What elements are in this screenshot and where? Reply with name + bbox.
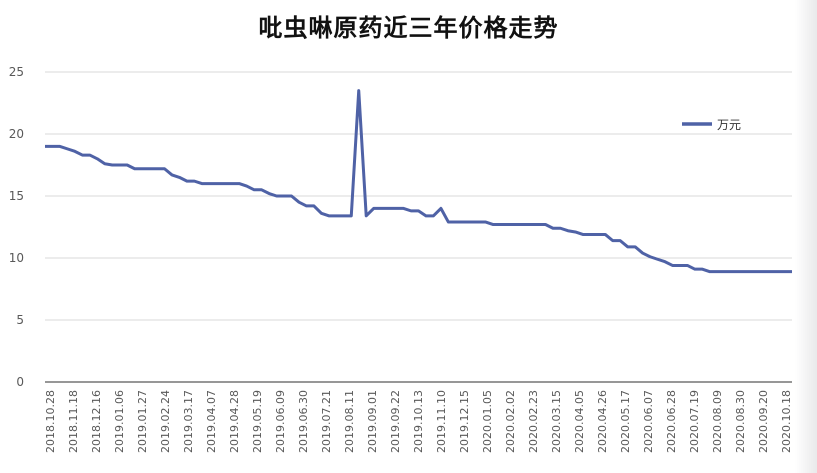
x-tick-label: 2020.01.05 <box>481 390 494 453</box>
x-tick-label: 2019.09.22 <box>389 390 402 453</box>
x-tick-label: 2020.03.15 <box>550 390 563 453</box>
x-tick-label: 2019.12.15 <box>458 390 471 453</box>
gridlines <box>45 71 792 383</box>
x-tick-label: 2019.09.01 <box>366 390 379 453</box>
series-layer <box>44 89 793 274</box>
y-axis-ticks: 0 5 10 15 20 25 <box>9 65 24 389</box>
legend-label: 万元 <box>717 118 741 132</box>
x-tick-label: 2019.04.07 <box>205 390 218 453</box>
x-tick-label: 2020.02.02 <box>504 390 517 453</box>
x-tick-label: 2019.05.19 <box>251 390 264 453</box>
y-tick-label: 10 <box>9 251 24 265</box>
x-tick-label: 2020.09.20 <box>757 390 770 453</box>
legend: 万元 <box>682 118 741 132</box>
x-tick-label: 2020.02.23 <box>527 390 540 453</box>
x-tick-label: 2019.01.27 <box>136 390 149 453</box>
x-tick-label: 2020.06.07 <box>642 390 655 453</box>
x-tick-label: 2020.04.26 <box>596 390 609 453</box>
x-tick-label: 2020.06.28 <box>665 390 678 453</box>
x-tick-label: 2019.02.24 <box>159 390 172 453</box>
x-tick-label: 2020.10.18 <box>780 390 793 453</box>
edge-shade <box>795 0 817 473</box>
x-tick-label: 2019.04.28 <box>228 390 241 453</box>
x-tick-label: 2019.03.17 <box>182 390 195 453</box>
x-tick-label: 2018.12.16 <box>90 390 103 453</box>
y-tick-label: 5 <box>16 313 24 327</box>
x-axis-ticks: 2018.10.28 2018.11.18 2018.12.16 2019.01.06… <box>44 390 793 453</box>
x-tick-label: 2018.11.18 <box>67 390 80 453</box>
x-tick-label: 2019.08.11 <box>343 390 356 453</box>
chart-title: 吡虫啉原药近三年价格走势 <box>258 13 559 42</box>
x-tick-label: 2020.04.05 <box>573 390 586 453</box>
x-tick-label: 2018.10.28 <box>44 390 57 453</box>
series-line <box>45 89 792 274</box>
x-tick-label: 2019.10.13 <box>412 390 425 453</box>
y-tick-label: 0 <box>16 375 24 389</box>
x-tick-label: 2020.08.09 <box>711 390 724 453</box>
x-tick-label: 2019.06.09 <box>274 390 287 453</box>
x-tick-label: 2019.06.30 <box>297 390 310 453</box>
y-tick-label: 15 <box>9 189 24 203</box>
x-tick-label: 2019.01.06 <box>113 390 126 453</box>
x-tick-label: 2020.07.19 <box>688 390 701 453</box>
y-tick-label: 20 <box>9 127 24 141</box>
x-tick-label: 2020.05.17 <box>619 390 632 453</box>
x-tick-label: 2020.08.30 <box>734 390 747 453</box>
x-tick-label: 2019.11.10 <box>435 390 448 453</box>
y-tick-label: 25 <box>9 65 24 79</box>
x-tick-label: 2019.07.21 <box>320 390 333 453</box>
